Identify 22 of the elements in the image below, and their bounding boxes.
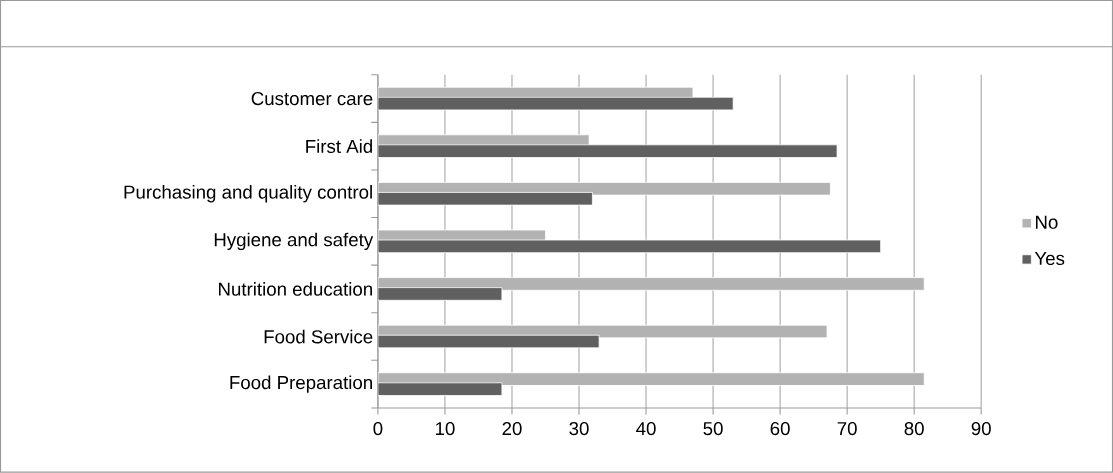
y-tick-label: Nutrition education xyxy=(219,282,372,296)
y-tick-label: First Aid xyxy=(306,139,372,154)
y-tick-label: Food Service xyxy=(264,329,373,344)
x-tick-label: 10 xyxy=(435,422,455,436)
y-tick-label: Purchasing and quality control xyxy=(124,185,372,203)
bar xyxy=(377,144,838,159)
x-tick-label: 30 xyxy=(569,422,589,436)
legend-label: No xyxy=(1035,215,1058,230)
legend-label: Yes xyxy=(1034,252,1065,266)
x-tick-label: 80 xyxy=(904,422,924,436)
x-tick-label: 70 xyxy=(837,422,857,436)
x-tick-label: 40 xyxy=(636,422,656,436)
y-tick-label: Hygiene and safety xyxy=(214,232,374,251)
y-tick-label: Customer care xyxy=(251,92,373,106)
x-tick-label: 50 xyxy=(703,422,723,436)
bar xyxy=(377,287,503,301)
y-tick-label: Food Preparation xyxy=(230,375,372,393)
x-tick-label: 0 xyxy=(373,422,383,436)
x-tick-label: 90 xyxy=(971,422,991,436)
x-tick-label: 60 xyxy=(770,422,790,436)
x-tick-label: 20 xyxy=(502,422,522,436)
bar xyxy=(377,382,503,397)
